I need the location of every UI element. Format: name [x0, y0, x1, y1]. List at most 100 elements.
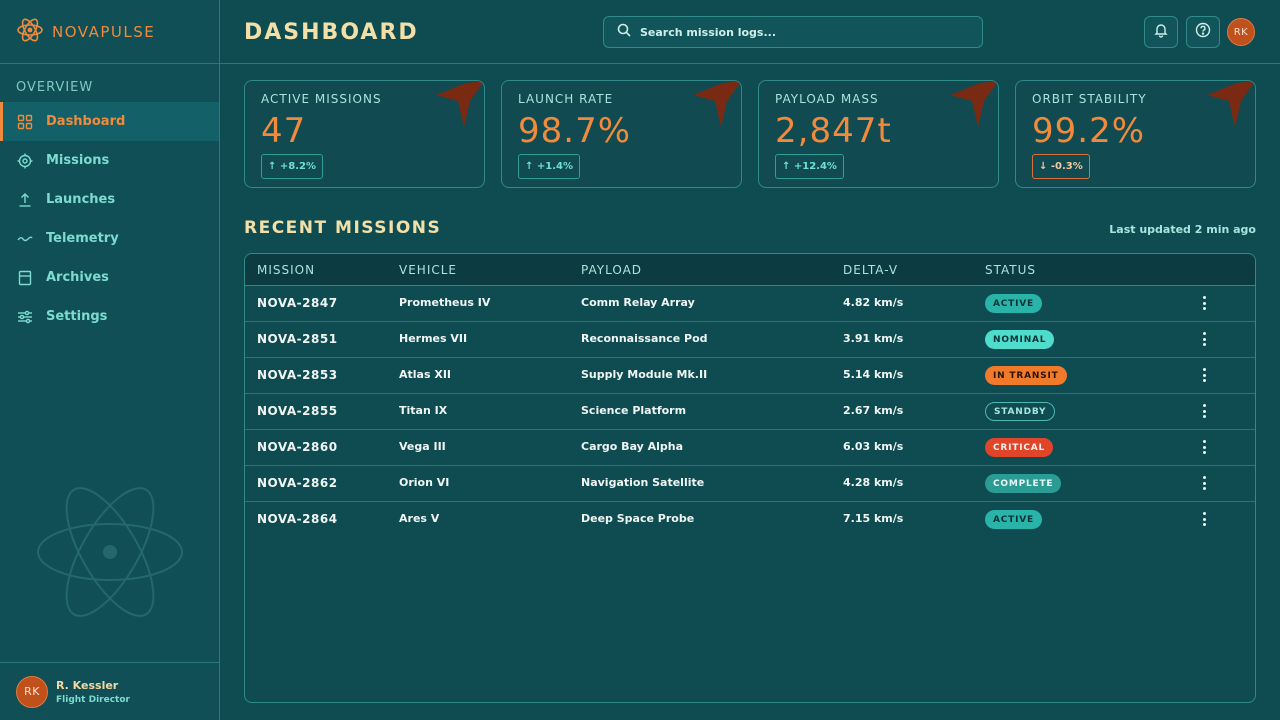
- search-input[interactable]: [640, 25, 960, 39]
- table-row[interactable]: NOVA-2862 Orion VI Navigation Satellite 4.2…: [245, 466, 1255, 502]
- cell-payload: Supply Module Mk.II: [581, 368, 708, 381]
- cell-vehicle: Orion VI: [399, 476, 450, 489]
- kpi-label: LAUNCH RATE: [518, 92, 614, 106]
- bell-icon: [1153, 22, 1169, 42]
- sidebar-item-telemetry[interactable]: Telemetry: [0, 219, 219, 258]
- help-icon: [1195, 22, 1211, 42]
- cell-delta-v: 6.03 km/s: [843, 440, 904, 453]
- atom-logo-icon: [16, 16, 44, 48]
- header-avatar[interactable]: RK: [1227, 18, 1255, 46]
- page-title: DASHBOARD: [244, 20, 419, 45]
- upload-icon: [16, 191, 34, 209]
- cell-delta-v: 4.28 km/s: [843, 476, 904, 489]
- brand[interactable]: NOVAPULSE: [0, 0, 219, 64]
- kpi-label: ORBIT STABILITY: [1032, 92, 1147, 106]
- table-row[interactable]: NOVA-2860 Vega III Cargo Bay Alpha 6.03 km/…: [245, 430, 1255, 466]
- column-header-delta-v[interactable]: DELTA-V: [843, 262, 899, 277]
- nav-section-label: OVERVIEW: [16, 80, 94, 95]
- cell-payload: Science Platform: [581, 404, 687, 417]
- sidebar-item-label: Settings: [46, 309, 108, 324]
- table-row[interactable]: NOVA-2864 Ares V Deep Space Probe 7.15 km/s…: [245, 502, 1255, 538]
- star-decoration-icon: [693, 81, 741, 127]
- brand-name: NOVAPULSE: [52, 22, 156, 41]
- row-menu-icon[interactable]: [1197, 294, 1211, 312]
- table-body: NOVA-2847 Prometheus IV Comm Relay Array 4.…: [245, 286, 1255, 538]
- kpi-label: PAYLOAD MASS: [775, 92, 879, 106]
- cell-mission: NOVA-2862: [257, 476, 338, 490]
- kpi-change-badge: ↓ -0.3%: [1032, 154, 1090, 179]
- archive-icon: [16, 269, 34, 287]
- user-name: R. Kessler: [56, 678, 119, 692]
- column-header-payload[interactable]: PAYLOAD: [581, 262, 643, 277]
- status-badge: ACTIVE: [985, 294, 1042, 313]
- grid-icon: [16, 113, 34, 131]
- row-menu-icon[interactable]: [1197, 438, 1211, 456]
- search-icon: [616, 22, 632, 42]
- sliders-icon: [16, 308, 34, 326]
- kpi-change-badge: ↑ +8.2%: [261, 154, 323, 179]
- table-row[interactable]: NOVA-2855 Titan IX Science Platform 2.67 km…: [245, 394, 1255, 430]
- table-row[interactable]: NOVA-2847 Prometheus IV Comm Relay Array 4.…: [245, 286, 1255, 322]
- sidebar: NOVAPULSE OVERVIEW Dashboard Missions: [0, 0, 220, 720]
- notifications-button[interactable]: [1144, 16, 1178, 48]
- table-row[interactable]: NOVA-2853 Atlas XII Supply Module Mk.II 5.1…: [245, 358, 1255, 394]
- cell-mission: NOVA-2864: [257, 512, 338, 526]
- row-menu-icon[interactable]: [1197, 330, 1211, 348]
- user-role: Flight Director: [56, 694, 130, 705]
- cell-delta-v: 7.15 km/s: [843, 512, 904, 525]
- cell-delta-v: 3.91 km/s: [843, 332, 904, 345]
- sidebar-item-launches[interactable]: Launches: [0, 180, 219, 219]
- search-box[interactable]: [603, 16, 983, 48]
- sidebar-item-label: Missions: [46, 153, 110, 168]
- sidebar-item-missions[interactable]: Missions: [0, 141, 219, 180]
- sidebar-item-archives[interactable]: Archives: [0, 258, 219, 297]
- table-header: MISSION VEHICLE PAYLOAD DELTA-V STATUS: [245, 254, 1255, 286]
- status-badge: IN TRANSIT: [985, 366, 1067, 385]
- column-header-mission[interactable]: MISSION: [257, 262, 316, 277]
- kpi-change-badge: ↑ +1.4%: [518, 154, 580, 179]
- missions-table: MISSION VEHICLE PAYLOAD DELTA-V STATUS N…: [244, 253, 1256, 703]
- cell-mission: NOVA-2860: [257, 440, 338, 454]
- table-row[interactable]: NOVA-2851 Hermes VII Reconnaissance Pod 3.9…: [245, 322, 1255, 358]
- row-menu-icon[interactable]: [1197, 510, 1211, 528]
- cell-vehicle: Vega III: [399, 440, 446, 453]
- kpi-change-badge: ↑ +12.4%: [775, 154, 844, 179]
- status-badge: NOMINAL: [985, 330, 1055, 349]
- cell-payload: Navigation Satellite: [581, 476, 705, 489]
- last-updated-text: Last updated 2 min ago: [1109, 223, 1256, 236]
- cell-vehicle: Prometheus IV: [399, 296, 491, 309]
- star-decoration-icon: [950, 81, 998, 127]
- status-badge: STANDBY: [985, 402, 1056, 421]
- cell-vehicle: Hermes VII: [399, 332, 468, 345]
- cell-delta-v: 5.14 km/s: [843, 368, 904, 381]
- user-profile[interactable]: RK R. Kessler Flight Director: [0, 662, 219, 720]
- help-button[interactable]: [1186, 16, 1220, 48]
- kpi-value: 47: [261, 111, 307, 151]
- cell-vehicle: Ares V: [399, 512, 440, 525]
- cell-delta-v: 4.82 km/s: [843, 296, 904, 309]
- kpi-value: 2,847t: [775, 111, 892, 151]
- sidebar-item-label: Dashboard: [46, 114, 126, 129]
- kpi-card-launch-rate[interactable]: LAUNCH RATE 98.7% ↑ +1.4%: [501, 80, 742, 188]
- recent-missions-title: RECENT MISSIONS: [244, 218, 442, 238]
- row-menu-icon[interactable]: [1197, 474, 1211, 492]
- kpi-card-payload-mass[interactable]: PAYLOAD MASS 2,847t ↑ +12.4%: [758, 80, 999, 188]
- star-decoration-icon: [436, 81, 484, 127]
- sidebar-item-label: Telemetry: [46, 231, 119, 246]
- kpi-card-active-missions[interactable]: ACTIVE MISSIONS 47 ↑ +8.2%: [244, 80, 485, 188]
- row-menu-icon[interactable]: [1197, 366, 1211, 384]
- row-menu-icon[interactable]: [1197, 402, 1211, 420]
- column-header-vehicle[interactable]: VEHICLE: [399, 262, 457, 277]
- atom-watermark-icon: [30, 470, 190, 624]
- column-header-status[interactable]: STATUS: [985, 262, 1037, 277]
- star-decoration-icon: [1207, 81, 1255, 127]
- target-icon: [16, 152, 34, 170]
- cell-payload: Reconnaissance Pod: [581, 332, 708, 345]
- sidebar-item-dashboard[interactable]: Dashboard: [0, 102, 219, 141]
- cell-delta-v: 2.67 km/s: [843, 404, 904, 417]
- sidebar-item-label: Launches: [46, 192, 116, 207]
- kpi-card-orbit-stability[interactable]: ORBIT STABILITY 99.2% ↓ -0.3%: [1015, 80, 1256, 188]
- cell-mission: NOVA-2853: [257, 368, 338, 382]
- sidebar-item-label: Archives: [46, 270, 109, 285]
- sidebar-item-settings[interactable]: Settings: [0, 297, 219, 336]
